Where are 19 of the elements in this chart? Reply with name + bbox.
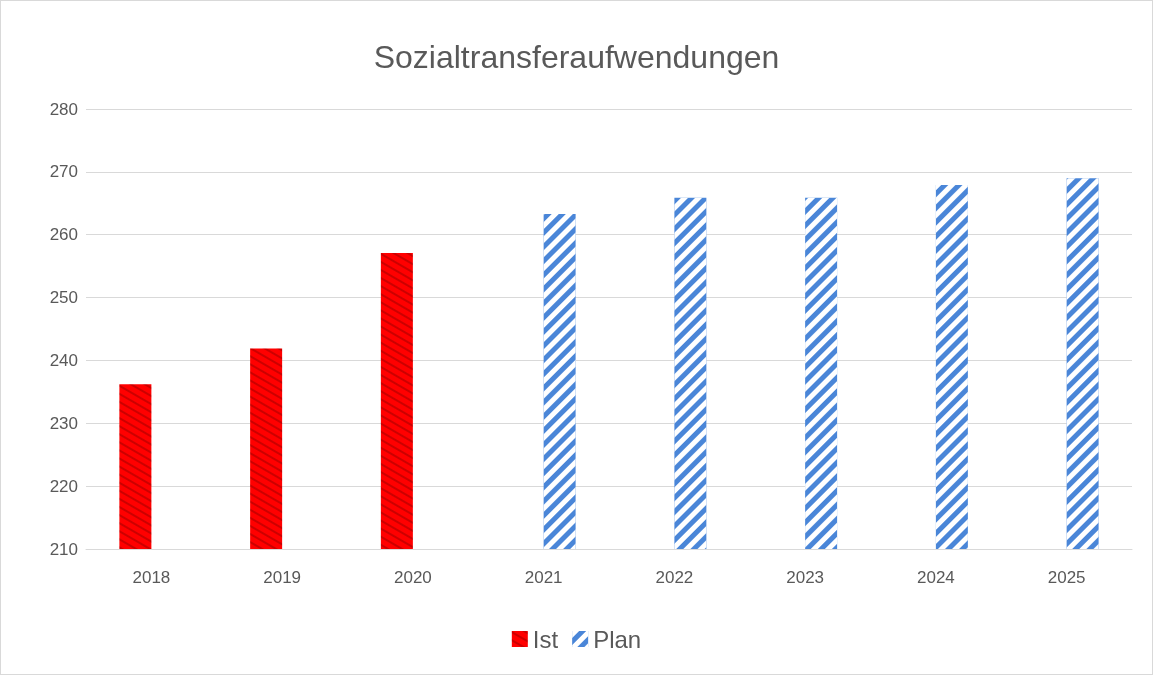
- x-tick-label: 2020: [393, 568, 432, 587]
- x-tick-label: 2025: [1047, 568, 1086, 587]
- y-tick-label: 230: [49, 413, 78, 433]
- legend-label: Plan: [593, 625, 642, 653]
- legend-label: Ist: [532, 625, 559, 653]
- x-tick-label: 2023: [786, 568, 825, 587]
- y-tick-label: 220: [49, 476, 78, 496]
- y-tick-label: 240: [49, 350, 78, 370]
- x-tick-label: 2019: [263, 568, 302, 587]
- y-tick-label: 260: [49, 225, 78, 245]
- x-tick-label: 2022: [655, 568, 694, 587]
- y-tick-label: 210: [49, 539, 78, 559]
- x-tick-label: 2018: [132, 568, 171, 587]
- y-tick-label: 280: [49, 99, 78, 119]
- x-tick-label: 2021: [524, 568, 563, 587]
- y-tick-label: 270: [49, 162, 78, 182]
- chart-title: Sozialtransferaufwendungen: [373, 39, 780, 75]
- x-tick-label: 2024: [916, 568, 955, 587]
- y-tick-label: 250: [49, 288, 78, 308]
